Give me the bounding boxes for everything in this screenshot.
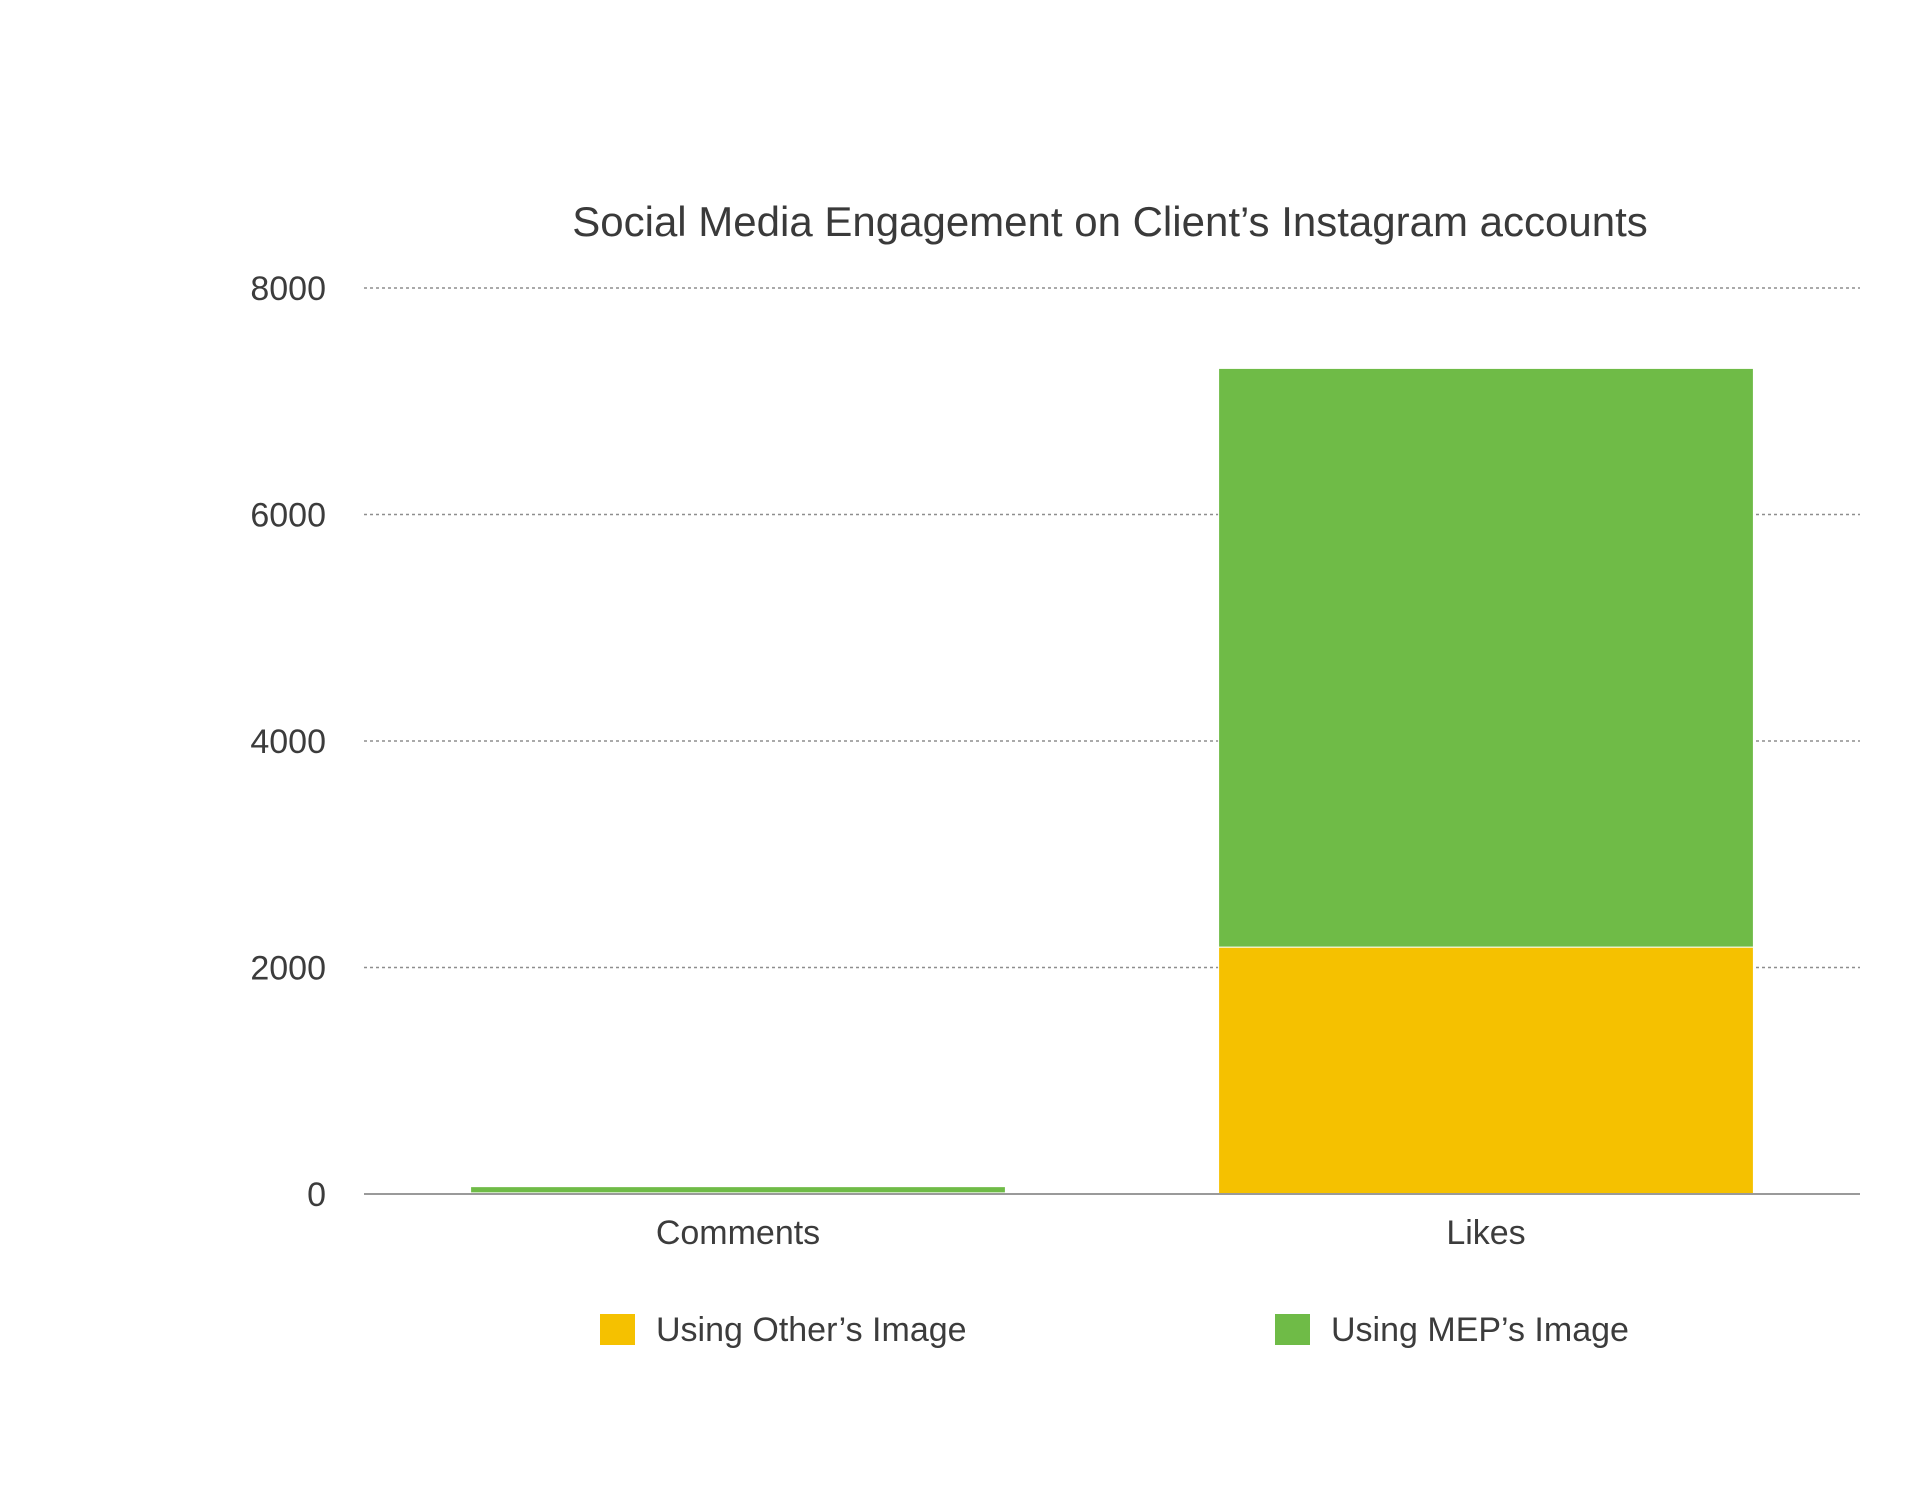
x-axis-labels: Comments Likes — [656, 1214, 1526, 1252]
bar-likes-series-2 — [1218, 367, 1754, 948]
bar-likes-series-1 — [1218, 946, 1754, 1195]
bar-comments-series-2 — [470, 1186, 1006, 1194]
legend-label: Using MEP’s Image — [1331, 1311, 1629, 1349]
legend: Using Other’s Image Using MEP’s Image — [600, 1311, 1629, 1349]
y-tick-label: 6000 — [250, 497, 326, 535]
x-tick-label: Comments — [656, 1214, 820, 1252]
x-tick-label: Likes — [1446, 1214, 1525, 1252]
y-tick-label: 2000 — [250, 950, 326, 988]
legend-label: Using Other’s Image — [656, 1311, 967, 1349]
y-tick-label: 0 — [307, 1176, 326, 1214]
legend-swatch — [1275, 1314, 1310, 1345]
bars — [470, 367, 1754, 1195]
y-axis-ticks: 0 2000 4000 6000 8000 — [250, 270, 326, 1214]
chart-title: Social Media Engagement on Client’s Inst… — [572, 198, 1648, 245]
y-tick-label: 4000 — [250, 723, 326, 761]
y-tick-label: 8000 — [250, 270, 326, 308]
legend-swatch — [600, 1314, 635, 1345]
